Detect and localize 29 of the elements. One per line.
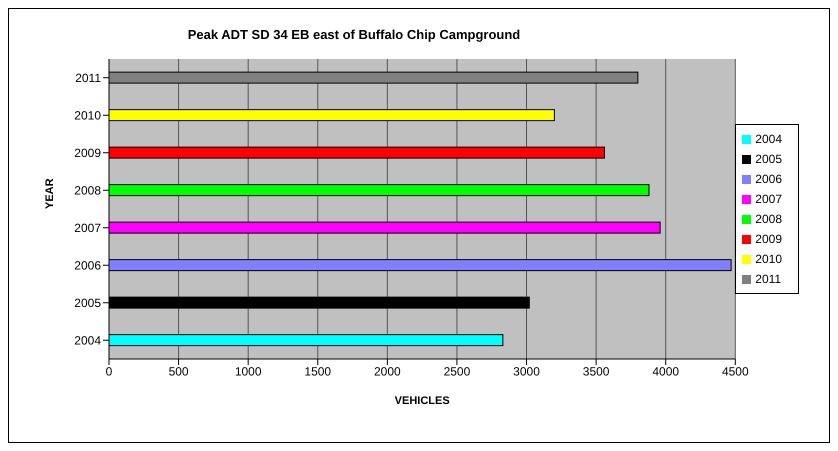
y-tick-label: 2004 bbox=[74, 334, 102, 348]
y-tick-label: 2007 bbox=[74, 221, 102, 236]
x-tick-label: 1000 bbox=[234, 364, 262, 379]
legend-label: 2009 bbox=[755, 232, 782, 246]
legend-label: 2006 bbox=[755, 172, 782, 186]
legend-label: 2008 bbox=[755, 212, 782, 226]
legend-label: 2004 bbox=[755, 132, 782, 146]
y-tick-label: 2008 bbox=[74, 184, 102, 198]
chart-title: Peak ADT SD 34 EB east of Buffalo Chip Campground bbox=[186, 27, 522, 42]
x-tick-label: 0 bbox=[106, 364, 113, 379]
x-tick-label: 500 bbox=[168, 364, 189, 379]
x-tick-label: 2000 bbox=[374, 364, 402, 379]
y-tick-label: 2010 bbox=[74, 108, 102, 123]
y-axis-title: YEAR bbox=[44, 178, 56, 209]
x-axis-title: VEHICLES bbox=[394, 395, 450, 407]
x-tick-label: 2500 bbox=[444, 364, 471, 379]
y-tick-label: 2005 bbox=[74, 296, 102, 310]
y-tick-label: 2011 bbox=[75, 71, 102, 86]
y-tick-label: 2006 bbox=[74, 258, 102, 273]
legend-label: 2007 bbox=[755, 192, 782, 206]
legend-label: 2010 bbox=[755, 252, 782, 266]
x-tick-label: 1500 bbox=[304, 364, 332, 379]
legend-label: 2011 bbox=[755, 272, 782, 286]
y-tick-label: 2009 bbox=[74, 146, 102, 160]
x-tick-label: 3500 bbox=[582, 364, 610, 379]
legend-label: 2005 bbox=[755, 152, 782, 166]
x-tick-label: 4500 bbox=[722, 364, 749, 379]
x-tick-label: 3000 bbox=[513, 364, 540, 379]
x-tick-label: 4000 bbox=[652, 364, 680, 379]
